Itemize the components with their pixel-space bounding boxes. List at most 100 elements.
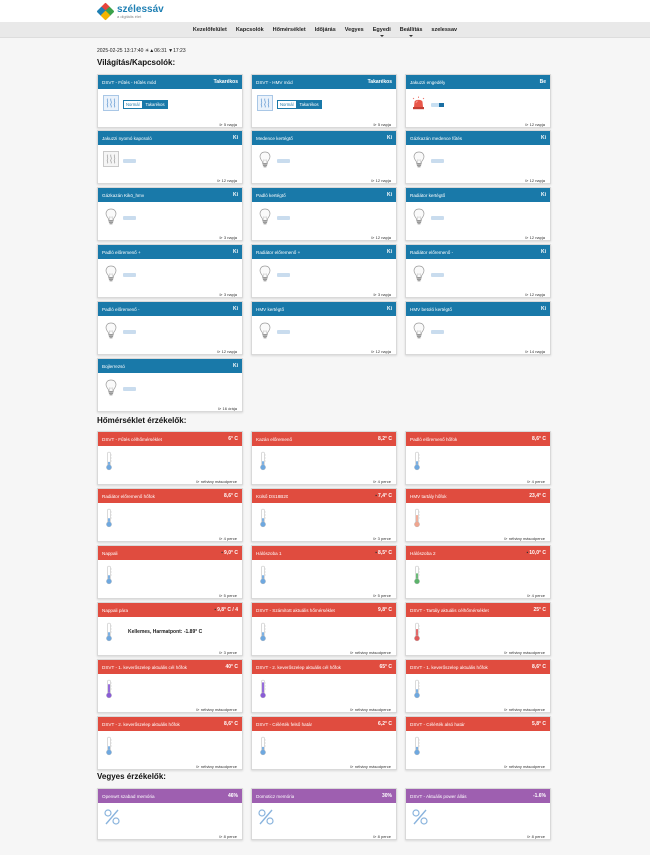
card-title: DSVT - Tartály aktuális célhőmérséklet bbox=[410, 607, 489, 613]
toggle-slider[interactable] bbox=[277, 273, 290, 277]
bulb-icon[interactable] bbox=[105, 265, 117, 282]
nav-item-3[interactable]: Időjárás bbox=[314, 26, 336, 33]
toggle-slider[interactable] bbox=[277, 159, 290, 163]
bulb-icon[interactable] bbox=[259, 208, 271, 225]
nav-item-5[interactable]: Egyedi bbox=[372, 26, 391, 37]
card-header: Radiátor előremenő - Ki bbox=[406, 245, 550, 259]
thermometer-icon[interactable] bbox=[259, 565, 267, 585]
temperature-value-wrap: 6° C bbox=[228, 436, 238, 442]
misc-value: -1.6% bbox=[532, 793, 546, 799]
temperature-value: 8,6° C bbox=[224, 493, 238, 499]
bulb-icon[interactable] bbox=[259, 151, 271, 168]
temperature-value: 6° C bbox=[228, 436, 238, 442]
heating-icon[interactable] bbox=[257, 95, 273, 111]
nav-item-1[interactable]: Kapcsolók bbox=[235, 26, 264, 33]
toggle-slider[interactable] bbox=[277, 330, 290, 334]
temperature-card: Hálószoba 1 ▪8,5° C ⊳ 5 perce bbox=[251, 545, 397, 599]
bulb-icon[interactable] bbox=[259, 265, 271, 282]
toggle-slider[interactable] bbox=[431, 330, 444, 334]
card-body: ⊳ 12 napja bbox=[98, 316, 242, 356]
heating-icon[interactable] bbox=[103, 95, 119, 111]
thermometer-icon[interactable] bbox=[413, 622, 421, 642]
thermometer-icon[interactable] bbox=[105, 679, 113, 699]
thermometer-icon[interactable] bbox=[259, 679, 267, 699]
percent-icon[interactable] bbox=[103, 808, 121, 826]
thermometer-icon[interactable] bbox=[259, 508, 267, 528]
toggle-slider[interactable] bbox=[431, 103, 444, 107]
toggle-slider[interactable] bbox=[431, 273, 444, 277]
last-updated: ⊳ 5 perce bbox=[219, 593, 237, 598]
bulb-icon[interactable] bbox=[105, 322, 117, 339]
temperature-value: 8,2° C bbox=[378, 436, 392, 442]
card-title: DSVT - 2. keverőszelep aktuális cél hőfo… bbox=[256, 664, 341, 670]
mode-button-0[interactable]: Normál bbox=[123, 100, 143, 109]
card-title: Padló előremenő - bbox=[102, 306, 140, 312]
toggle-slider[interactable] bbox=[123, 330, 136, 334]
toggle-slider[interactable] bbox=[123, 216, 136, 220]
thermometer-icon[interactable] bbox=[105, 508, 113, 528]
bulb-icon[interactable] bbox=[413, 208, 425, 225]
last-updated: ⊳ néhány másodperce bbox=[350, 707, 391, 712]
last-updated: ⊳ 12 napja bbox=[525, 292, 545, 297]
thermometer-icon[interactable] bbox=[259, 736, 267, 756]
card-title: Padló előremenő + bbox=[102, 249, 141, 255]
toggle-slider[interactable] bbox=[431, 159, 444, 163]
bulb-icon[interactable] bbox=[105, 208, 117, 225]
bulb-icon[interactable] bbox=[413, 265, 425, 282]
card-header: Medence kertégtő Ki bbox=[252, 131, 396, 145]
bulb-icon[interactable] bbox=[105, 379, 117, 396]
card-body: Normál Takarékos ⊳ 5 napja bbox=[252, 89, 396, 129]
toggle-slider[interactable] bbox=[123, 159, 136, 163]
bulb-icon[interactable] bbox=[259, 322, 271, 339]
thermometer-icon[interactable] bbox=[105, 736, 113, 756]
card-body: ⊳ néhány másodperce bbox=[98, 446, 242, 486]
card-body: ⊳ 12 napja bbox=[406, 89, 550, 129]
thermometer-icon[interactable] bbox=[259, 622, 267, 642]
last-updated: ⊳ 14 napja bbox=[525, 349, 545, 354]
switch-card: HMV kertégtő Ki ⊳ 12 napja bbox=[251, 301, 397, 355]
logo[interactable]: szélessáv a digitális élet bbox=[96, 2, 164, 21]
heating-off-icon[interactable] bbox=[103, 151, 119, 167]
toggle-slider[interactable] bbox=[123, 387, 136, 391]
thermometer-icon[interactable] bbox=[105, 565, 113, 585]
siren-icon[interactable] bbox=[411, 96, 426, 110]
temperature-card: DSVT - Számított aktuális hőmérséklet 9,8… bbox=[251, 602, 397, 656]
percent-icon[interactable] bbox=[411, 808, 429, 826]
nav-item-6[interactable]: Beállítás bbox=[399, 26, 423, 37]
nav-item-7[interactable]: szelessav bbox=[431, 26, 458, 33]
mode-button-1[interactable]: Takarékos bbox=[142, 100, 168, 109]
temps-section-title: Hőmérséklet érzékelők: bbox=[97, 416, 187, 425]
last-updated: ⊳ néhány másodperce bbox=[350, 764, 391, 769]
card-body: ⊳ 5 perce bbox=[252, 560, 396, 600]
nav-item-4[interactable]: Vegyes bbox=[344, 26, 364, 33]
nav-item-0[interactable]: Kezelőfelület bbox=[192, 26, 227, 33]
thermometer-icon[interactable] bbox=[413, 679, 421, 699]
thermometer-icon[interactable] bbox=[413, 451, 421, 471]
card-body: ⊳ 3 napja bbox=[98, 259, 242, 299]
toggle-slider[interactable] bbox=[277, 216, 290, 220]
thermometer-icon[interactable] bbox=[413, 565, 421, 585]
toggle-slider[interactable] bbox=[431, 216, 444, 220]
card-title: Külső DS18B20 bbox=[256, 493, 289, 499]
card-title: Gázkazán medence fűtés bbox=[410, 135, 463, 141]
thermometer-icon[interactable] bbox=[105, 622, 113, 642]
thermometer-icon[interactable] bbox=[413, 508, 421, 528]
mode-button-1[interactable]: Takarékos bbox=[296, 100, 322, 109]
card-body: ⊳ néhány másodperce bbox=[252, 731, 396, 771]
card-header: DSVT - HMV mód Takarékos bbox=[252, 75, 396, 89]
card-body: ⊳ 12 napja bbox=[252, 202, 396, 242]
toggle-slider[interactable] bbox=[123, 273, 136, 277]
thermometer-icon[interactable] bbox=[105, 451, 113, 471]
thermometer-icon[interactable] bbox=[413, 736, 421, 756]
temperature-value: 25° C bbox=[533, 607, 546, 613]
temperature-value-wrap: 40° C bbox=[225, 664, 238, 670]
temperature-card: Nappali ▪9,0° C ⊳ 5 perce bbox=[97, 545, 243, 599]
nav-item-2[interactable]: Hőmérséklet bbox=[272, 26, 306, 33]
temperature-card: DSVT - Tartály aktuális célhőmérséklet 25… bbox=[405, 602, 551, 656]
mode-button-0[interactable]: Normál bbox=[277, 100, 297, 109]
percent-icon[interactable] bbox=[257, 808, 275, 826]
card-body: ⊳ 3 perce bbox=[252, 503, 396, 543]
bulb-icon[interactable] bbox=[413, 151, 425, 168]
bulb-icon[interactable] bbox=[413, 322, 425, 339]
thermometer-icon[interactable] bbox=[259, 451, 267, 471]
